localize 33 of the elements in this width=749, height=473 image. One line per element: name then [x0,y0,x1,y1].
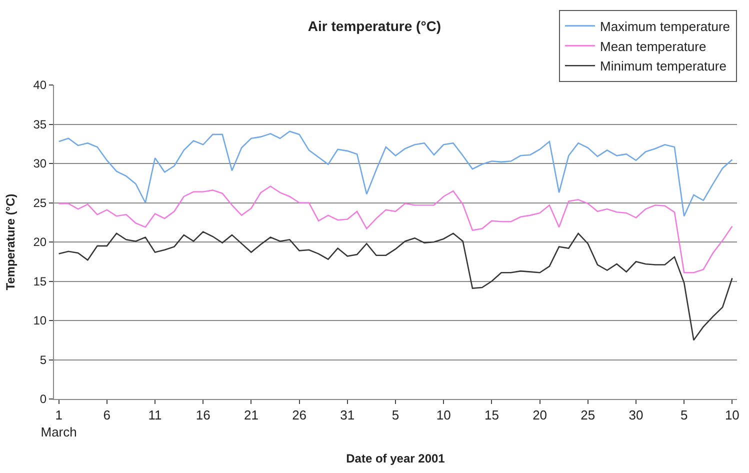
legend-label: Minimum temperature [600,58,726,74]
legend-label: Maximum temperature [600,18,730,34]
x-tick-label: 30 [628,408,644,423]
y-tick-label: 5 [40,352,47,367]
y-tick-label: 0 [40,392,47,406]
line-series [58,231,733,341]
x-tick-label: 21 [244,408,258,423]
x-tick-label: 20 [532,408,548,423]
x-tick-label: 26 [292,408,307,423]
x-tick-label: 16 [196,408,210,423]
x-tick-label: 10 [724,408,740,423]
x-tick-label: 11 [148,408,162,423]
legend-label: Mean temperature [600,38,706,54]
y-tick-label: 10 [33,314,47,328]
x-tick-label: 31 [340,408,355,423]
chart-title: Air temperature (°C) [308,18,442,34]
x-tick-label: 5 [392,408,400,423]
x-axis-title: Date of year 2001 [346,451,446,466]
y-tick-label: 25 [33,196,47,210]
x-tick-label: 1 March [40,408,77,440]
y-axis-title: Temperature (°C) [4,194,18,290]
line-series [58,186,733,274]
x-tick-label: 6 [103,408,111,423]
x-tick-label: 5 [680,408,688,423]
x-tick-label: 15 [484,408,499,423]
x-tick-label: 25 [580,408,596,423]
y-tick-label: 40 [33,78,47,92]
y-tick-label: 15 [33,274,47,288]
x-tick-label: 10 [436,408,451,423]
line-series [58,130,733,217]
y-tick-label: 35 [33,117,47,132]
y-tick-label: 20 [33,235,47,250]
y-tick-label: 30 [33,156,47,171]
